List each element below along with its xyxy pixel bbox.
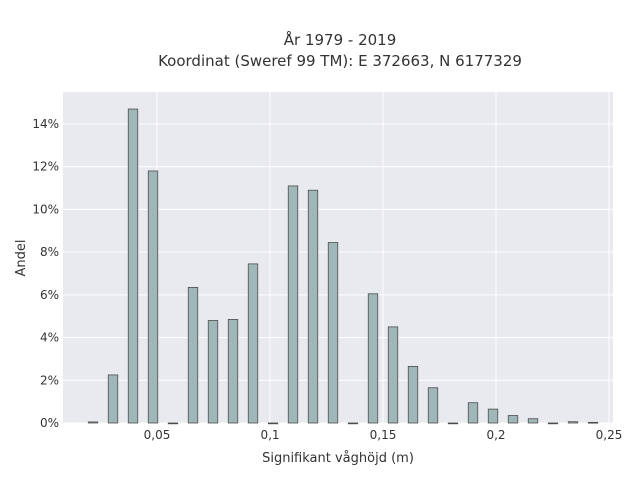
bar — [507, 415, 519, 424]
x-tick-label: 0,25 — [596, 428, 623, 442]
bar — [387, 326, 399, 424]
bar — [107, 374, 119, 424]
bar — [547, 422, 559, 425]
y-tick-label: 8% — [40, 245, 59, 259]
y-tick-label: 0% — [40, 416, 59, 430]
x-tick-label: 0,1 — [260, 428, 279, 442]
y-axis-ticks: 0% 2% 4% 6% 8% 10% 12% 14% — [32, 117, 59, 430]
bar — [427, 387, 439, 424]
bar — [527, 418, 539, 424]
y-tick-label: 6% — [40, 288, 59, 302]
bar — [207, 320, 219, 424]
bar — [407, 366, 419, 424]
y-tick-label: 12% — [32, 160, 59, 174]
bar — [87, 421, 99, 424]
bar — [307, 189, 319, 424]
bar — [247, 263, 259, 424]
bar — [227, 319, 239, 424]
chart-subtitle: Koordinat (Sweref 99 TM): E 372663, N 61… — [158, 52, 522, 70]
y-tick-label: 10% — [32, 202, 59, 216]
x-tick-label: 0,15 — [370, 428, 397, 442]
bar — [447, 422, 459, 425]
x-axis-ticks: 0,05 0,1 0,15 0,2 0,25 — [144, 428, 623, 442]
chart-title: År 1979 - 2019 — [284, 30, 397, 49]
bars — [87, 108, 599, 425]
bar — [367, 293, 379, 424]
y-axis-title: Andel — [14, 240, 29, 277]
bar — [587, 421, 599, 424]
x-axis-title: Signifikant våghöjd (m) — [262, 451, 414, 466]
bar — [267, 422, 279, 425]
bar — [287, 185, 299, 424]
x-tick-label: 0,2 — [486, 428, 505, 442]
bar — [327, 242, 339, 424]
bar — [567, 421, 579, 424]
bar — [167, 422, 179, 425]
y-tick-label: 14% — [32, 117, 59, 131]
bar — [487, 408, 499, 424]
bar — [127, 108, 139, 424]
bar — [187, 286, 199, 424]
y-tick-label: 4% — [40, 331, 59, 345]
bar — [347, 422, 359, 425]
y-tick-label: 2% — [40, 373, 59, 387]
x-tick-label: 0,05 — [144, 428, 171, 442]
bar — [467, 402, 479, 424]
bar — [147, 170, 159, 424]
